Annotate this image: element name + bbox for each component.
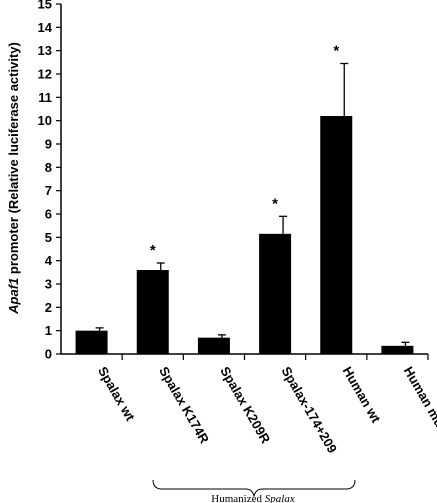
significance-star: * [150, 242, 156, 259]
y-axis-label-rest: promoter (Relative luciferase activity) [6, 42, 21, 278]
y-axis-label: Apaf1 promoter (Relative luciferase acti… [6, 42, 21, 315]
y-tick-label: 3 [45, 277, 52, 292]
y-tick-label: 15 [38, 0, 52, 12]
humanized-bracket [152, 479, 356, 498]
category-label: Spalax-174+209 [278, 364, 340, 456]
bar [197, 337, 230, 354]
y-tick-label: 14 [38, 20, 53, 35]
y-tick-label: 9 [45, 137, 52, 152]
significance-markers: * * * [150, 43, 340, 260]
significance-star: * [333, 43, 339, 60]
category-label: Spalax K174R [156, 364, 212, 447]
y-tick-label: 6 [45, 207, 52, 222]
bar [136, 270, 169, 354]
bar [75, 330, 108, 354]
category-labels: Spalax wt Spalax K174R Spalax K209R Spalax-… [95, 364, 437, 456]
y-tick-label: 13 [38, 43, 52, 58]
error-bars [95, 62, 410, 346]
y-tick-label: 1 [45, 323, 52, 338]
y-tick-label: 12 [38, 67, 52, 82]
y-tick-label: 2 [45, 300, 52, 315]
x-axis [61, 353, 429, 360]
category-label: Human mut179 [401, 364, 437, 452]
y-axis-label-italic: Apaf1 [6, 278, 21, 315]
category-label: Spalax wt [95, 364, 138, 424]
bar [259, 233, 292, 354]
y-tick-label: 4 [45, 253, 53, 268]
y-tick-label: 0 [45, 347, 52, 362]
significance-star: * [272, 195, 278, 212]
bars [75, 116, 414, 354]
bar [320, 116, 353, 354]
bracket-label-prefix: Humanized [211, 493, 264, 503]
y-tick-label: 8 [45, 160, 52, 175]
y-tick-label: 10 [38, 113, 52, 128]
category-label: Spalax K209R [217, 364, 273, 447]
y-tick-label: 11 [38, 90, 52, 105]
bracket-brace [152, 479, 356, 498]
bar [381, 345, 414, 354]
y-tick-label: 7 [45, 183, 52, 198]
bracket-label-italic: Spalax [265, 493, 295, 503]
x-ticks [121, 354, 429, 360]
bracket-label: Humanized Spalax [211, 493, 295, 503]
y-tick-label: 5 [45, 230, 52, 245]
category-label: Human wt [340, 364, 384, 426]
